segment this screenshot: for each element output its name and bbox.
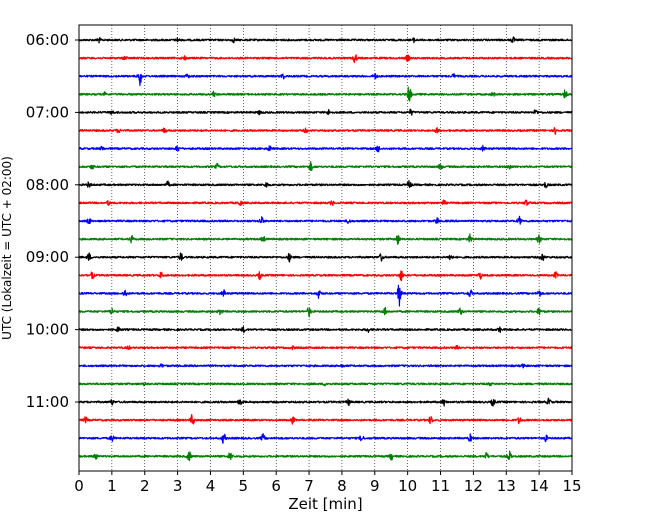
- x-tick-label-13: 13: [497, 477, 516, 495]
- trace-0815: [78, 199, 573, 206]
- y-tick-label-3: 09:00: [26, 248, 69, 266]
- x-tick-label-9: 9: [370, 477, 380, 495]
- trace-1130: [78, 433, 573, 444]
- trace-0730: [78, 144, 573, 153]
- plot-background: [79, 25, 572, 471]
- y-axis-ticks: 06:00 07:00 08:00 09:00 10:00 11:00: [26, 31, 79, 411]
- trace-0745: [78, 161, 573, 172]
- trace-0845: [78, 233, 573, 245]
- x-tick-label-14: 14: [530, 477, 549, 495]
- x-tick-label-11: 11: [431, 477, 450, 495]
- trace-0930: [78, 284, 573, 307]
- y-tick-label-2: 08:00: [26, 176, 69, 194]
- vertical-grid: [111, 25, 540, 471]
- x-tick-label-10: 10: [398, 477, 417, 495]
- trace-1015: [78, 345, 573, 351]
- x-tick-label-15: 15: [562, 477, 581, 495]
- x-axis-ticks: 0 1 2 3 4 5 6 7 8 9 10 11 12 13 14 15: [74, 471, 582, 495]
- x-tick-label-1: 1: [107, 477, 117, 495]
- trace-0945: [78, 306, 573, 318]
- x-tick-label-7: 7: [304, 477, 314, 495]
- trace-1045: [78, 381, 573, 387]
- y-tick-label-0: 06:00: [26, 31, 69, 49]
- x-tick-label-6: 6: [271, 477, 281, 495]
- trace-0800: [78, 180, 573, 189]
- x-tick-label-5: 5: [239, 477, 249, 495]
- trace-1100: [78, 397, 573, 407]
- trace-0615: [78, 54, 573, 64]
- x-tick-label-3: 3: [173, 477, 183, 495]
- trace-1000: [78, 326, 573, 334]
- trace-0600: [78, 36, 573, 44]
- seismogram-traces: [78, 36, 573, 462]
- trace-1145: [78, 450, 573, 462]
- x-tick-label-0: 0: [74, 477, 84, 495]
- x-tick-label-2: 2: [140, 477, 150, 495]
- y-tick-label-5: 11:00: [26, 393, 69, 411]
- x-tick-label-4: 4: [206, 477, 216, 495]
- x-tick-label-8: 8: [337, 477, 347, 495]
- x-tick-label-12: 12: [464, 477, 483, 495]
- trace-0700: [78, 108, 573, 116]
- trace-1115: [78, 414, 573, 425]
- x-axis-label: Zeit [min]: [288, 495, 362, 513]
- plot-frame: [78, 24, 573, 472]
- y-tick-label-4: 10:00: [26, 321, 69, 339]
- y-tick-label-1: 07:00: [26, 103, 69, 121]
- trace-0715: [78, 126, 573, 135]
- trace-0630: [78, 73, 573, 87]
- y-axis-label: UTC (Lokalzeit = UTC + 02:00): [0, 156, 14, 340]
- trace-0645: [78, 86, 573, 102]
- trace-0830: [78, 215, 573, 225]
- trace-1030: [78, 363, 573, 369]
- trace-0915: [78, 270, 573, 282]
- trace-0900: [78, 252, 573, 263]
